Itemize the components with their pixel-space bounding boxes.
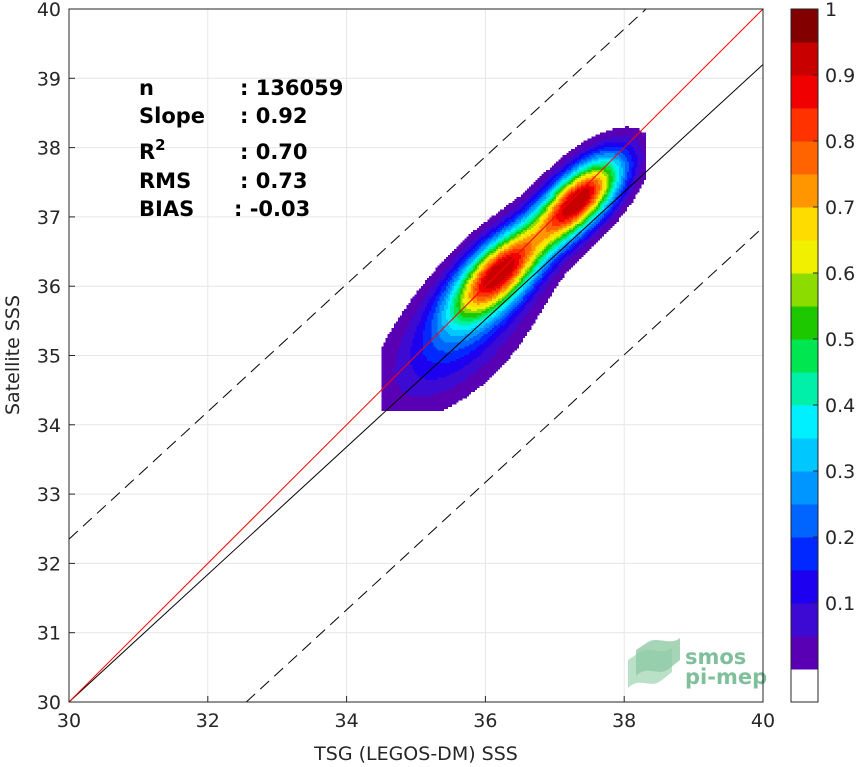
colorbar-segment — [791, 141, 818, 175]
upper-dashed-line — [68, 8, 647, 540]
stat-value: : 0.73 — [240, 169, 308, 193]
density-contour-level — [483, 188, 590, 289]
colorbar-segment — [791, 339, 818, 373]
colorbar-segment — [791, 372, 818, 406]
colorbar-segment — [791, 75, 818, 109]
colorbar-tick-label: 0.6 — [825, 263, 855, 285]
y-tick-label: 31 — [37, 623, 61, 645]
smos-pi-mep-logo: smos pi-mep — [628, 638, 767, 689]
colorbar-tick-label: 0.9 — [825, 65, 855, 87]
y-tick-label: 40 — [37, 0, 61, 21]
y-tick-label: 30 — [37, 692, 61, 714]
colorbar-segment — [791, 42, 818, 76]
y-tick-label: 37 — [37, 207, 61, 229]
colorbar-tick-label: 0.1 — [825, 593, 855, 615]
colorbar-tick-label: 0.8 — [825, 131, 855, 153]
y-tick-label: 33 — [37, 484, 61, 506]
colorbar-segment — [791, 504, 818, 538]
colorbar-tick-label: 0.2 — [825, 527, 855, 549]
stat-value: : 0.92 — [240, 104, 308, 128]
stat-label: R2 — [139, 136, 166, 164]
stat-value: : 0.70 — [240, 140, 308, 164]
stat-label: n — [139, 76, 154, 100]
y-tick-label: 32 — [37, 553, 61, 575]
colorbar-segment — [791, 207, 818, 241]
colorbar-segment — [791, 273, 818, 307]
stat-value: : 136059 — [240, 76, 343, 100]
colorbar-segment — [791, 603, 818, 637]
fit-line — [68, 64, 764, 703]
reference-lines — [68, 8, 764, 703]
x-tick-label: 32 — [196, 710, 220, 732]
density-contours — [381, 126, 646, 411]
colorbar-tick-label: 0.4 — [825, 395, 855, 417]
colorbar: 0.1 0.2 0.3 0.4 0.5 0.6 0.7 0.8 0.9 1 — [790, 0, 855, 703]
colorbar-segment — [791, 306, 818, 340]
colorbar-tick-label: 0.3 — [825, 461, 855, 483]
lower-dashed-line — [245, 226, 764, 703]
stat-label: Slope — [139, 104, 205, 128]
colorbar-segment — [791, 174, 818, 208]
colorbar-tick-label: 0.5 — [825, 329, 855, 351]
y-tick-label: 36 — [37, 276, 61, 298]
colorbar-segment — [791, 108, 818, 142]
identity-line — [68, 8, 764, 703]
x-axis-label: TSG (LEGOS-DM) SSS — [313, 743, 518, 765]
y-tick-label: 39 — [37, 68, 61, 90]
logo-wave-icon — [636, 638, 680, 676]
logo-line2: pi-mep — [685, 665, 767, 689]
colorbar-segment — [791, 471, 818, 505]
colorbar-frame — [790, 8, 819, 703]
x-tick-label: 34 — [335, 710, 359, 732]
x-tick-label: 38 — [612, 710, 636, 732]
x-tick-label: 40 — [751, 710, 775, 732]
stat-label-superscript: 2 — [155, 136, 165, 154]
logo-line1: smos — [685, 645, 746, 669]
colorbar-segment — [791, 669, 818, 703]
axes: 30 32 34 36 38 40 30 31 32 33 34 35 36 37 38 39 40 — [37, 0, 775, 732]
colorbar-segment — [791, 636, 818, 670]
colorbar-segment — [791, 570, 818, 604]
colorbar-segment — [791, 405, 818, 439]
y-axis-label: Satellite SSS — [2, 295, 24, 415]
colorbar-segment — [791, 9, 818, 43]
colorbar-segment — [791, 240, 818, 274]
x-tick-label: 36 — [473, 710, 497, 732]
stat-label: RMS — [139, 169, 191, 193]
colorbar-tick-label: 1 — [825, 0, 837, 21]
stat-value: : -0.03 — [234, 197, 310, 221]
stats-box: n : 136059 Slope : 0.92 R2 : 0.70 RMS : 0.73 BIA… — [139, 76, 343, 221]
colorbar-segment — [791, 537, 818, 571]
y-tick-label: 38 — [37, 138, 61, 160]
y-tick-label: 34 — [37, 415, 61, 437]
x-tick-label: 30 — [57, 710, 81, 732]
y-tick-label: 35 — [37, 346, 61, 368]
stat-label: BIAS — [139, 197, 194, 221]
colorbar-tick-label: 0.7 — [825, 197, 855, 219]
colorbar-segment — [791, 438, 818, 472]
